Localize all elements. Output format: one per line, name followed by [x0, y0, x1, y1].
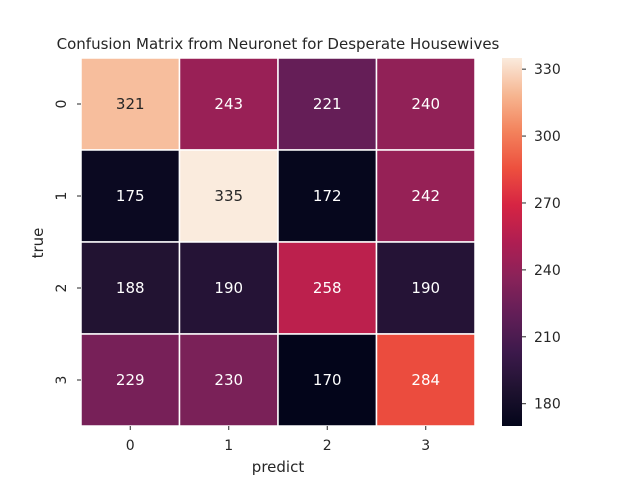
cell-annotations: 321 243 221 240 175 335 172 242 188 190 258 190 229 2…	[116, 95, 440, 389]
heatmap-cell-r1-c1	[178, 149, 279, 243]
colorbar-tick-label: 210	[534, 330, 561, 346]
cell-value-r3-c1: 230	[214, 371, 243, 389]
x-tick-label: 3	[421, 438, 430, 454]
y-tick-label: 0	[54, 100, 70, 109]
chart-title: Confusion Matrix from Neuronet for Despe…	[57, 35, 500, 53]
colorbar-tick-label: 300	[534, 129, 561, 145]
x-tick-label: 2	[323, 438, 332, 454]
colorbar	[502, 58, 522, 426]
cell-value-r1-c0: 175	[116, 187, 145, 205]
cell-value-r0-c3: 240	[411, 95, 440, 113]
cell-value-r2-c1: 190	[214, 279, 243, 297]
colorbar-tick-label: 180	[534, 397, 561, 413]
heatmap-cells	[80, 57, 476, 427]
y-tick-label: 2	[54, 284, 70, 293]
heatmap-cell-r1-c3	[375, 149, 476, 243]
colorbar-tick-label: 330	[534, 62, 561, 78]
cell-value-r1-c3: 242	[411, 187, 440, 205]
cell-value-r0-c2: 221	[313, 95, 342, 113]
cell-value-r1-c2: 172	[313, 187, 342, 205]
cell-value-r2-c3: 190	[411, 279, 440, 297]
x-tick-label: 0	[126, 438, 135, 454]
heatmap-cell-r0-c2	[277, 57, 378, 151]
cell-value-r3-c3: 284	[411, 371, 440, 389]
x-axis-label: predict	[252, 458, 305, 476]
colorbar-tick-label: 270	[534, 196, 561, 212]
y-tick-label: 3	[54, 376, 70, 385]
cell-value-r3-c2: 170	[313, 371, 342, 389]
heatmap-cell-r3-c3	[375, 333, 476, 427]
x-tick-label: 1	[224, 438, 233, 454]
cell-value-r2-c2: 258	[313, 279, 342, 297]
heatmap-cell-r0-c0	[80, 57, 181, 151]
heatmap-cell-r2-c3	[375, 241, 476, 335]
cell-value-r0-c0: 321	[116, 95, 145, 113]
x-tick-labels: 0 1 2 3	[126, 426, 430, 454]
cell-value-r2-c0: 188	[116, 279, 145, 297]
colorbar-tick-label: 240	[534, 263, 561, 279]
y-tick-label: 1	[54, 192, 70, 201]
heatmap-cell-r0-c1	[178, 57, 279, 151]
cell-value-r3-c0: 229	[116, 371, 145, 389]
heatmap-cell-r3-c1	[178, 333, 279, 427]
heatmap-cell-r2-c1	[178, 241, 279, 335]
y-tick-labels: 0 1 2 3	[54, 100, 81, 385]
colorbar-ticks: 180 210 240 270 300 330	[522, 62, 561, 413]
cell-value-r1-c1: 335	[214, 187, 243, 205]
y-axis-label: true	[29, 228, 47, 259]
heatmap-cell-r0-c3	[375, 57, 476, 151]
cell-value-r0-c1: 243	[214, 95, 243, 113]
